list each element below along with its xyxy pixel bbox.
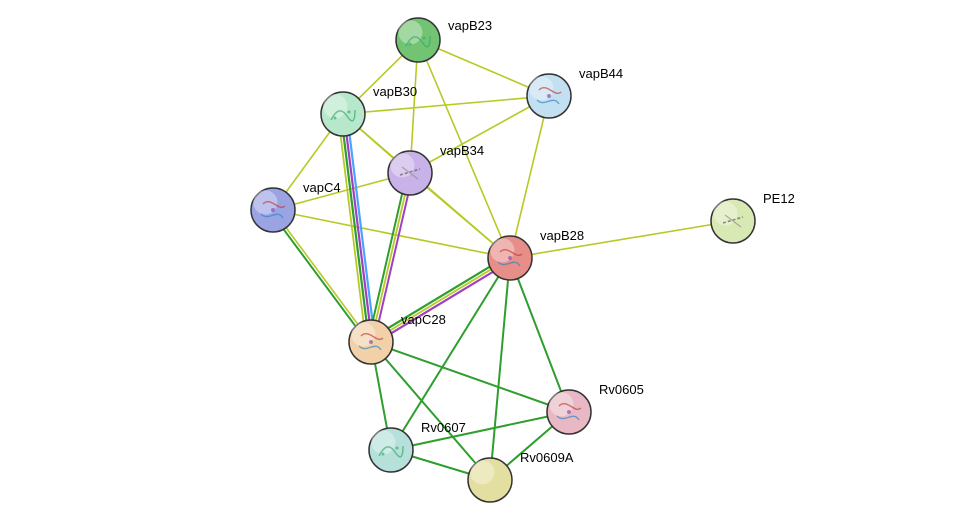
- node-label-vapC28[interactable]: vapC28: [401, 312, 446, 327]
- node-vapB44[interactable]: vapB44: [527, 66, 623, 118]
- edge-vapC4-vapC28: [271, 212, 369, 344]
- node-vapB30[interactable]: vapB30: [321, 84, 417, 136]
- node-vapB34[interactable]: vapB34: [388, 143, 484, 195]
- node-label-vapB30[interactable]: vapB30: [373, 84, 417, 99]
- edge-vapB28-Rv0609A: [490, 258, 510, 480]
- network-graph[interactable]: vapB23 vapB44 vapB30 vapB34 vapC4 PE12 vapB28 v…: [0, 0, 976, 518]
- node-vapC4[interactable]: vapC4: [251, 180, 341, 232]
- node-highlight: [371, 430, 395, 454]
- edge-vapB44-vapB34: [410, 96, 549, 173]
- node-label-vapB44[interactable]: vapB44: [579, 66, 623, 81]
- node-label-vapB23[interactable]: vapB23: [448, 18, 492, 33]
- node-Rv0607[interactable]: Rv0607: [369, 420, 466, 472]
- node-label-PE12[interactable]: PE12: [763, 191, 795, 206]
- nodes-layer: vapB23 vapB44 vapB30 vapB34 vapC4 PE12 vapB28 v…: [251, 18, 795, 502]
- node-vapB23[interactable]: vapB23: [396, 18, 492, 62]
- node-highlight: [323, 94, 347, 118]
- edge-vapB28-vapC28: [371, 258, 510, 342]
- edge-Rv0607-Rv0605: [391, 412, 569, 450]
- node-label-vapB34[interactable]: vapB34: [440, 143, 484, 158]
- node-PE12[interactable]: PE12: [711, 191, 795, 243]
- edge-vapB28-vapC28: [373, 261, 512, 345]
- node-highlight: [470, 460, 494, 484]
- node-label-vapB28[interactable]: vapB28: [540, 228, 584, 243]
- node-highlight: [398, 20, 422, 44]
- edge-vapB30-vapC28: [344, 114, 372, 342]
- node-Rv0609A[interactable]: Rv0609A: [468, 450, 574, 502]
- node-label-Rv0607[interactable]: Rv0607: [421, 420, 466, 435]
- edge-vapB28-Rv0605: [510, 258, 569, 412]
- node-label-Rv0609A[interactable]: Rv0609A: [520, 450, 574, 465]
- node-label-Rv0605[interactable]: Rv0605: [599, 382, 644, 397]
- node-label-vapC4[interactable]: vapC4: [303, 180, 341, 195]
